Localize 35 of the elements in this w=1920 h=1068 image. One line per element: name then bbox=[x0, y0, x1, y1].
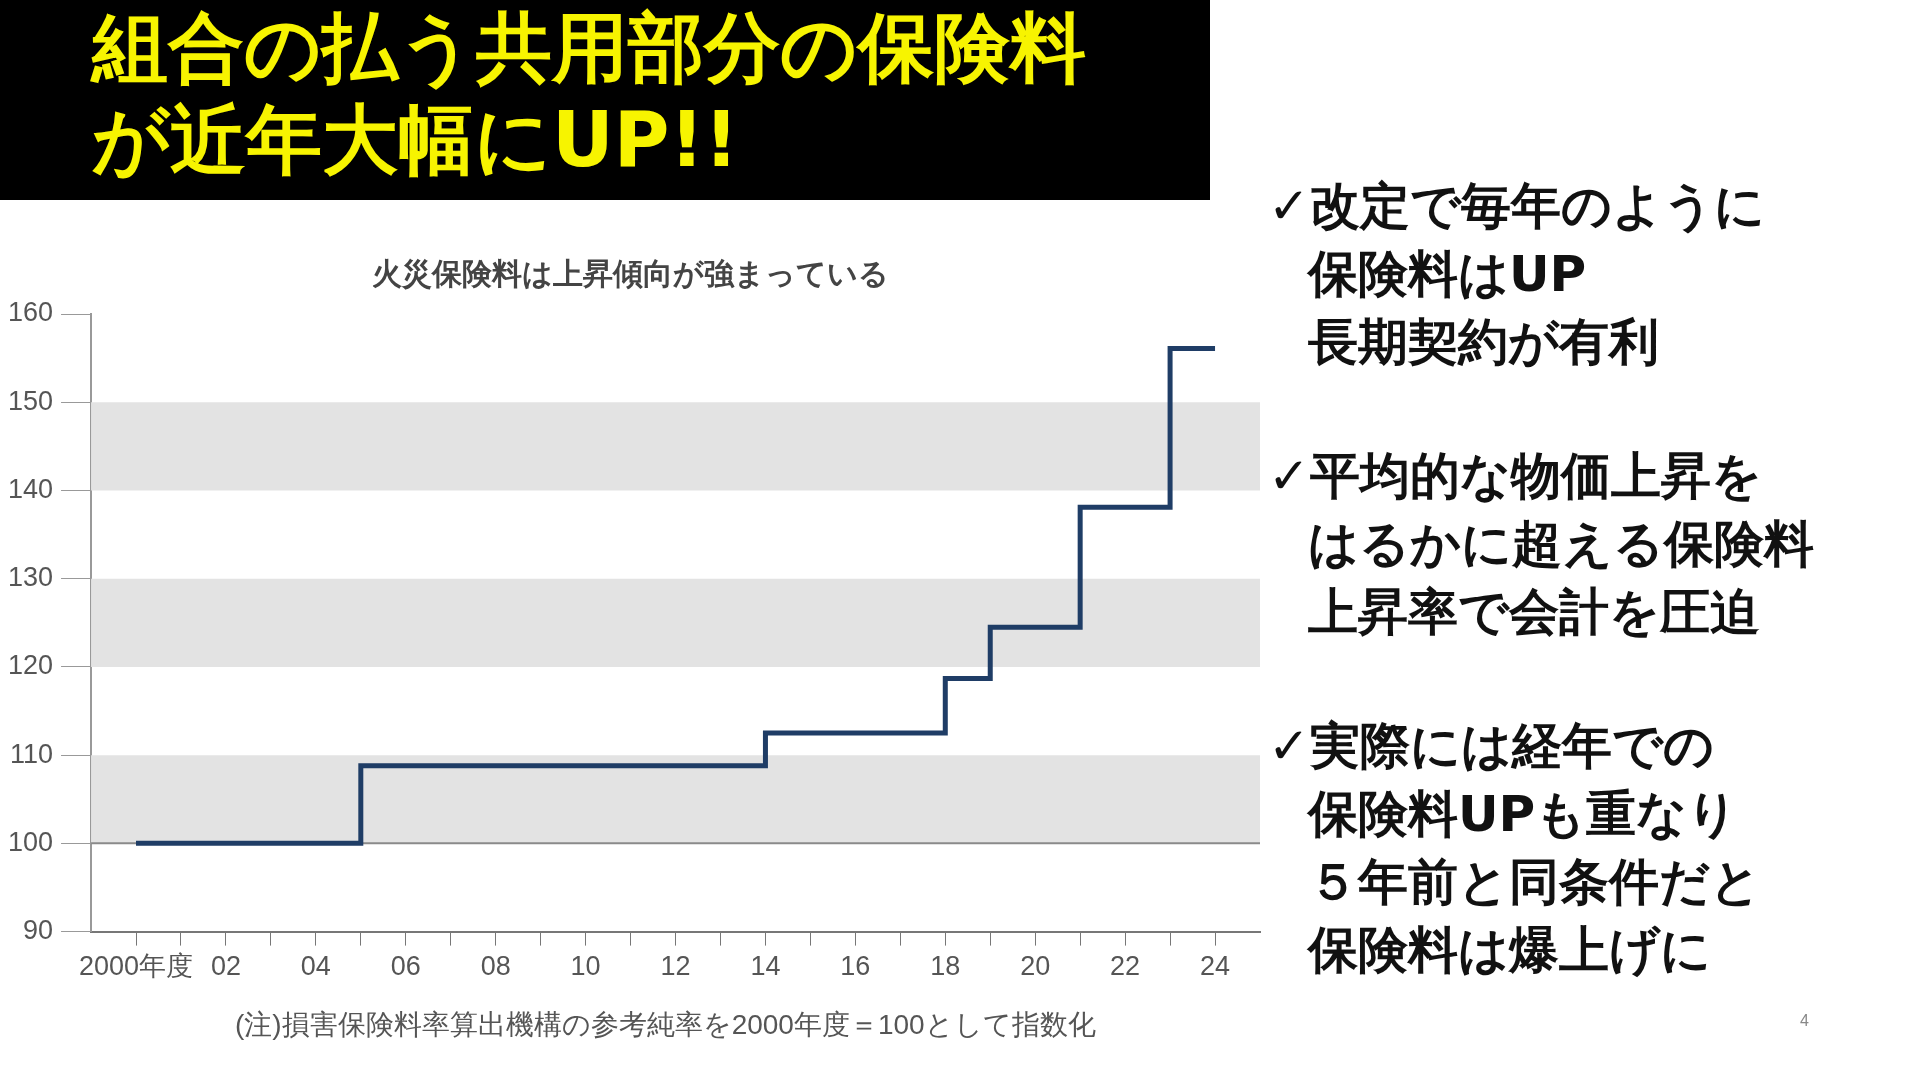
y-tick-label: 130 bbox=[7, 562, 54, 593]
text: 上昇率で会計を圧迫 bbox=[1307, 582, 1761, 643]
x-tick-label: 08 bbox=[480, 951, 511, 982]
x-tick-label: 02 bbox=[210, 951, 241, 982]
x-tick-label: 20 bbox=[1020, 951, 1051, 982]
y-tick-label: 90 bbox=[23, 915, 54, 946]
y-tick-label: 110 bbox=[10, 738, 54, 769]
text: ✓平均的な物価上昇を bbox=[1268, 446, 1763, 507]
text: 4 bbox=[1800, 1012, 1809, 1030]
y-tick-label: 150 bbox=[7, 385, 54, 416]
x-tick-label: 06 bbox=[390, 951, 421, 982]
x-tick-label: 22 bbox=[1110, 951, 1141, 982]
text: 保険料は爆上げに bbox=[1306, 920, 1712, 981]
y-tick-label: 100 bbox=[7, 826, 54, 857]
y-tick-label: 160 bbox=[7, 297, 54, 328]
text: 長期契約が有利 bbox=[1307, 312, 1660, 373]
text: はるかに超える保険料 bbox=[1307, 514, 1815, 575]
x-tick-label: 16 bbox=[840, 951, 871, 982]
x-tick-label: 12 bbox=[660, 951, 691, 982]
text: ５年前と同条件だと bbox=[1307, 852, 1762, 913]
chart-title: 組合の払う共用部分の保険料が近年大幅にUP!! bbox=[92, 2, 1087, 186]
x-tick-label: 2000年度 bbox=[78, 951, 194, 982]
x-tick-label: 14 bbox=[750, 951, 781, 982]
x-tick-label: 24 bbox=[1200, 951, 1231, 982]
text: 保険料UPも重なり bbox=[1306, 784, 1740, 845]
x-tick-label: 10 bbox=[570, 951, 601, 982]
y-tick-label: 140 bbox=[7, 473, 54, 504]
y-tick-label: 120 bbox=[7, 650, 54, 681]
text: ✓実際には経年での bbox=[1268, 716, 1715, 777]
x-tick-label: 18 bbox=[930, 951, 961, 982]
text: 保険料はUP bbox=[1306, 244, 1588, 305]
text: (注)損害保険料率算出機構の参考純率を2000年度＝100として指数化 bbox=[235, 1008, 1096, 1042]
chart-subtitle: 火災保険料は上昇傾向が強まっている bbox=[371, 257, 889, 291]
x-tick-label: 04 bbox=[300, 951, 331, 982]
text: ✓改定で毎年のように bbox=[1268, 176, 1766, 237]
